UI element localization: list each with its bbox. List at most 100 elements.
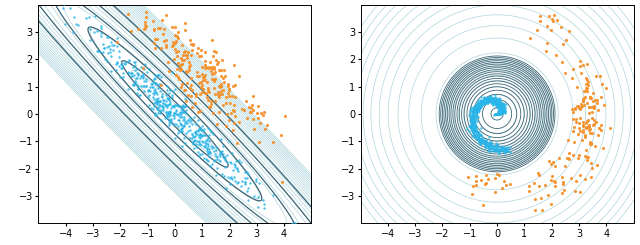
Point [490, 96, 500, 99]
Point [486, 98, 496, 102]
Point [202, 95, 212, 99]
Point [473, 132, 483, 135]
Point [582, 89, 592, 93]
Point [493, 111, 504, 115]
Point [582, 125, 592, 129]
Point [200, 144, 210, 148]
Point [187, 88, 197, 92]
Point [164, 88, 175, 92]
Point [483, 96, 493, 100]
Point [477, 102, 487, 106]
Point [156, 82, 166, 86]
Point [472, 108, 482, 112]
Point [481, 97, 491, 101]
Point [106, 40, 116, 44]
Point [195, 152, 205, 156]
Point [580, 125, 591, 129]
Point [492, 112, 502, 116]
Point [588, 91, 598, 95]
Point [216, 84, 226, 88]
Point [484, 143, 495, 147]
Point [179, 106, 189, 110]
Point [575, 129, 585, 133]
Point [476, 137, 486, 141]
Point [477, 99, 488, 103]
Point [175, 115, 186, 119]
Point [128, 65, 138, 69]
Point [584, 105, 595, 109]
Point [481, 138, 491, 142]
Point [149, 101, 159, 105]
Point [202, 158, 212, 162]
Point [470, 106, 481, 110]
Point [118, 75, 128, 79]
Point [198, 87, 208, 91]
Point [168, 104, 179, 108]
Point [480, 140, 490, 144]
Point [154, 103, 164, 107]
Point [474, 137, 484, 141]
Point [476, 98, 486, 102]
Point [502, 148, 512, 152]
Point [575, 64, 586, 68]
Point [193, 110, 203, 113]
Point [490, 97, 500, 100]
Point [490, 147, 500, 151]
Point [139, 79, 149, 83]
Point [192, 70, 202, 74]
Point [465, 116, 475, 120]
Point [473, 135, 483, 139]
Point [543, 193, 553, 197]
Point [497, 106, 508, 110]
Point [179, 124, 189, 128]
Point [479, 96, 489, 100]
Point [577, 104, 588, 108]
Point [211, 62, 221, 66]
Point [180, 119, 190, 123]
Point [467, 115, 477, 119]
Point [557, 175, 567, 179]
Point [193, 149, 204, 153]
Point [561, 38, 572, 42]
Point [473, 131, 483, 135]
Point [499, 104, 509, 108]
Point [470, 107, 481, 110]
Point [230, 165, 240, 169]
Point [191, 129, 201, 133]
Point [204, 155, 214, 159]
Point [224, 87, 234, 91]
Point [204, 65, 214, 69]
Point [493, 102, 504, 106]
Point [468, 114, 479, 118]
Point [490, 101, 500, 105]
Point [137, 74, 147, 78]
Point [179, 110, 189, 114]
Point [493, 103, 503, 107]
Point [477, 99, 488, 103]
Point [471, 106, 481, 110]
Point [189, 135, 199, 139]
Point [478, 101, 488, 105]
Point [490, 190, 500, 194]
Point [223, 118, 234, 122]
Point [564, 157, 575, 161]
Point [484, 140, 494, 144]
Point [484, 97, 494, 101]
Point [179, 136, 189, 140]
Point [590, 98, 600, 102]
Point [467, 112, 477, 116]
Point [221, 160, 232, 164]
Point [493, 148, 504, 152]
Point [158, 101, 168, 105]
Point [473, 108, 483, 112]
Point [483, 144, 493, 147]
Point [218, 144, 228, 148]
Point [228, 168, 238, 172]
Point [240, 182, 250, 186]
Point [482, 143, 492, 147]
Point [462, 127, 472, 131]
Point [223, 84, 234, 88]
Point [471, 103, 481, 107]
Point [534, 14, 545, 18]
Point [482, 141, 492, 145]
